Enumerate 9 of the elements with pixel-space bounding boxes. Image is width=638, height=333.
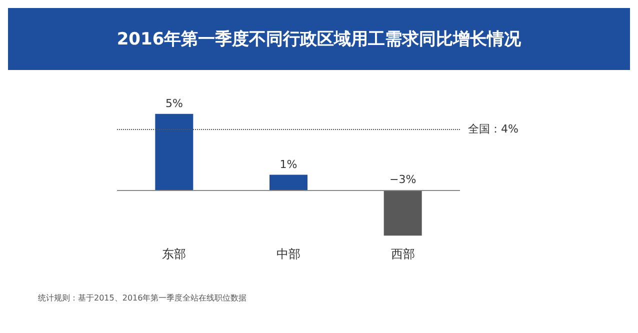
ref-line-label: 全国：4% xyxy=(468,122,518,136)
data-label: 1% xyxy=(280,158,298,171)
data-label: 5% xyxy=(165,96,183,110)
chart-title: 2016年第一季度不同行政区域用工需求同比增长情况 xyxy=(116,30,522,50)
x-tick-label: 中部 xyxy=(276,246,300,261)
x-tick-label: 西部 xyxy=(390,246,415,261)
x-tick-label: 东部 xyxy=(162,246,186,261)
text: 统计规则：基于2015、2016年第一季度全站在线职位数据 xyxy=(38,294,247,302)
data-label: −3% xyxy=(389,173,416,186)
